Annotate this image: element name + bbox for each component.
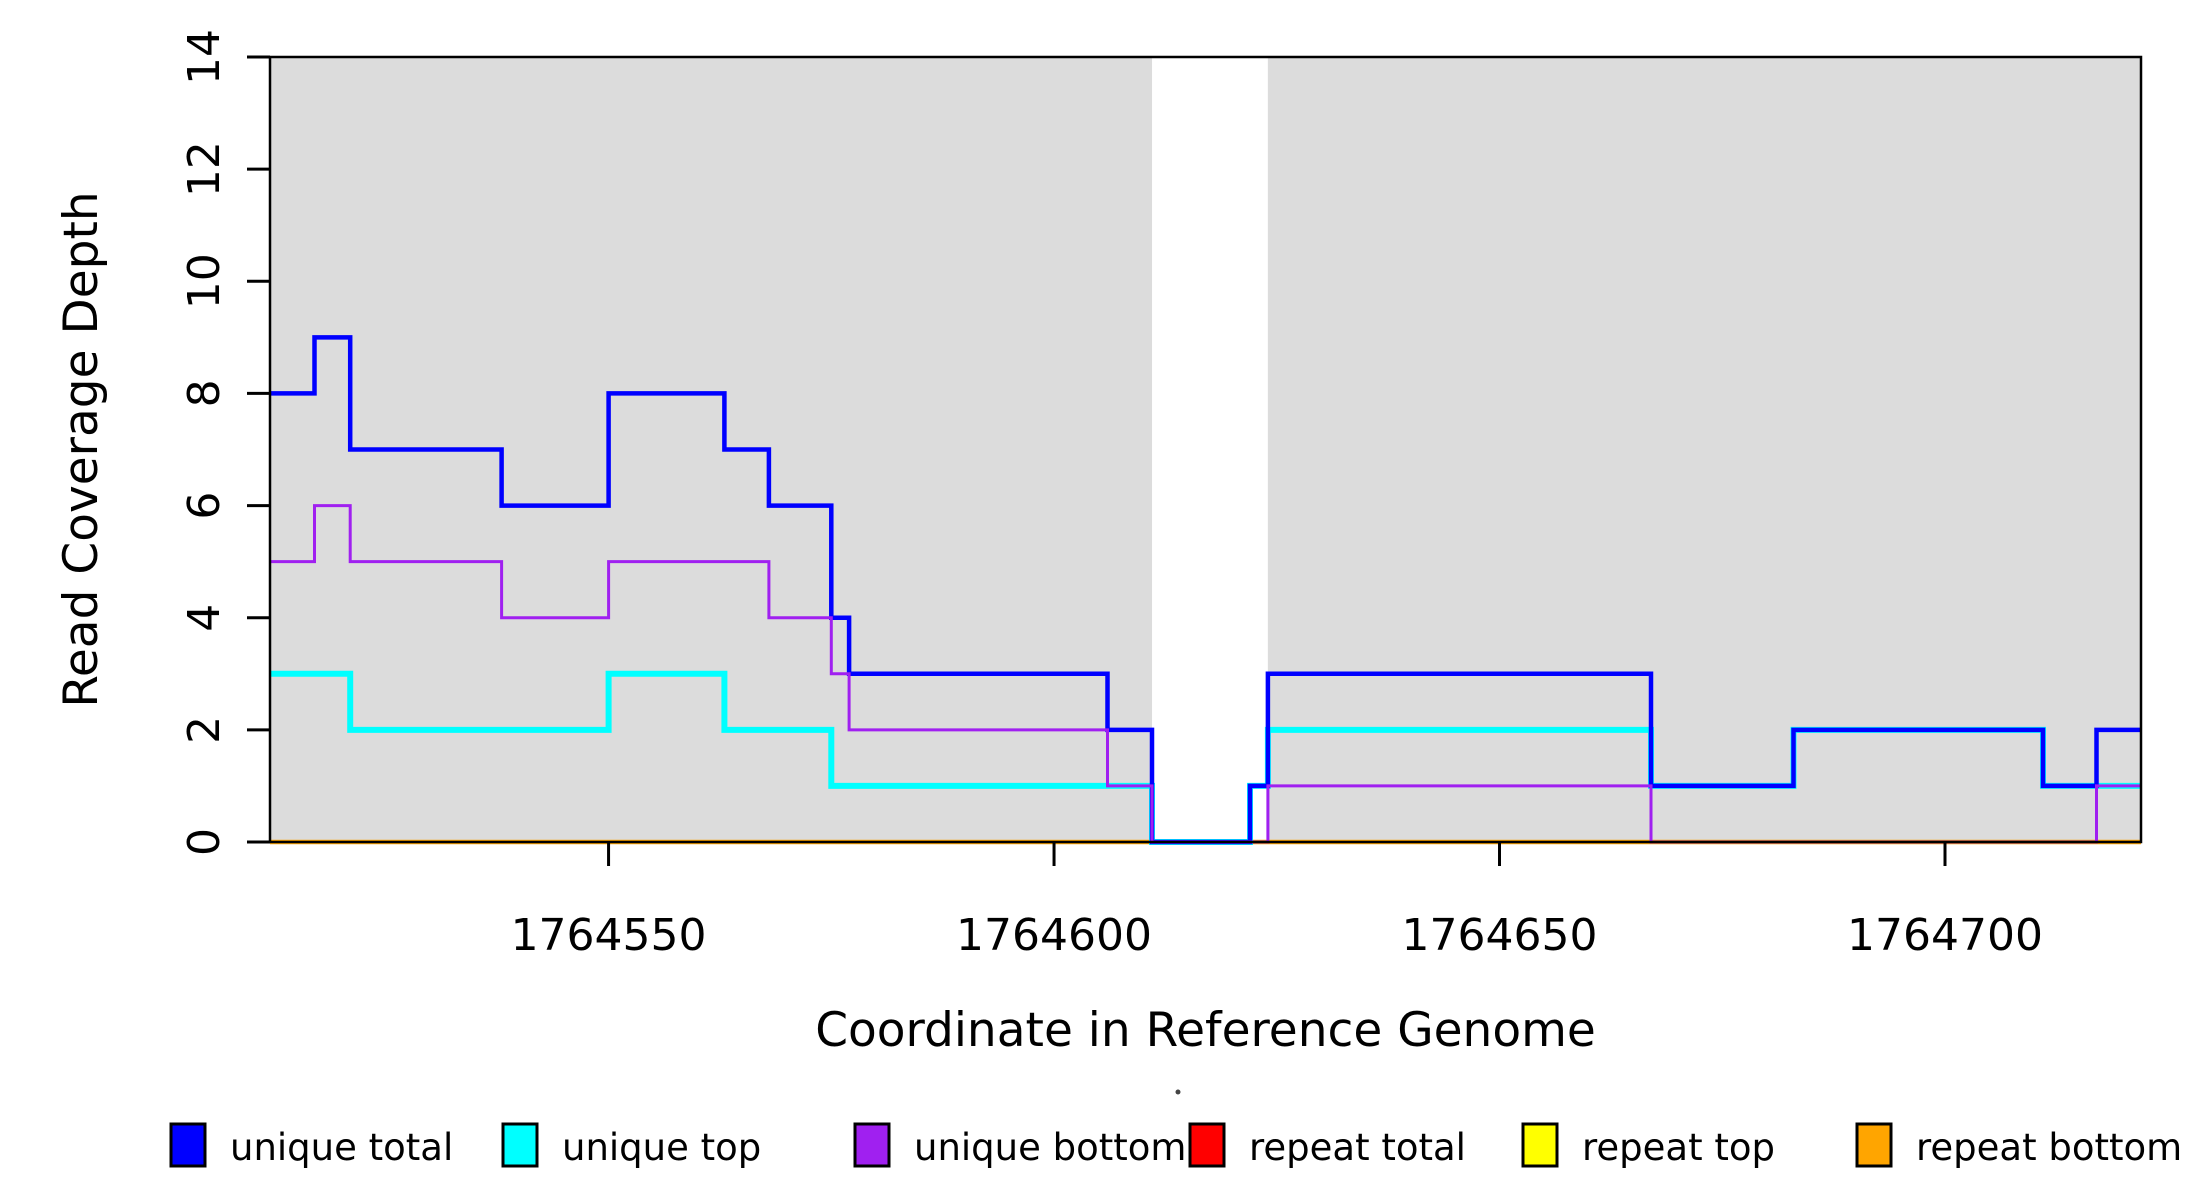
legend-swatch-unique-bottom bbox=[853, 1122, 891, 1168]
series-unique-bottom bbox=[270, 504, 2141, 844]
x-tick-label-1764700: 1764700 bbox=[1847, 910, 2043, 961]
y-tick-label-2: 2 bbox=[179, 716, 230, 744]
aligned-region-band-1 bbox=[1267, 57, 2141, 842]
legend-swatch-repeat-bottom bbox=[1855, 1122, 1893, 1168]
series-unique-total bbox=[270, 335, 2141, 845]
y-tick-label-4: 4 bbox=[179, 604, 230, 632]
y-tick-label-14: 14 bbox=[179, 29, 230, 85]
legend-swatch-unique-total bbox=[169, 1122, 207, 1168]
legend-label-repeat-bottom: repeat bottom bbox=[1916, 1126, 2182, 1169]
x-tick-label-1764600: 1764600 bbox=[956, 910, 1152, 961]
y-tick-label-10: 10 bbox=[179, 253, 230, 309]
y-tick-label-12: 12 bbox=[179, 141, 230, 197]
legend-label-unique-total: unique total bbox=[230, 1126, 453, 1169]
x-tick-label-1764650: 1764650 bbox=[1402, 910, 1598, 961]
legend-label-repeat-total: repeat total bbox=[1249, 1126, 1466, 1169]
y-tick-label-6: 6 bbox=[179, 492, 230, 520]
y-tick-label-0: 0 bbox=[179, 828, 230, 856]
stray-dot bbox=[1175, 1089, 1181, 1095]
legend-swatch-repeat-top bbox=[1521, 1122, 1559, 1168]
y-tick-label-8: 8 bbox=[179, 379, 230, 407]
legend-swatch-repeat-total bbox=[1188, 1122, 1226, 1168]
y-axis-title: Read Coverage Depth bbox=[54, 191, 109, 707]
x-axis-title: Coordinate in Reference Genome bbox=[815, 1003, 1596, 1058]
legend-label-unique-top: unique top bbox=[562, 1126, 761, 1169]
legend-swatch-unique-top bbox=[501, 1122, 539, 1168]
legend-label-unique-bottom: unique bottom bbox=[914, 1126, 1186, 1169]
legend-label-repeat-top: repeat top bbox=[1582, 1126, 1775, 1169]
x-tick-label-1764550: 1764550 bbox=[511, 910, 707, 961]
plot-border bbox=[268, 55, 2143, 844]
